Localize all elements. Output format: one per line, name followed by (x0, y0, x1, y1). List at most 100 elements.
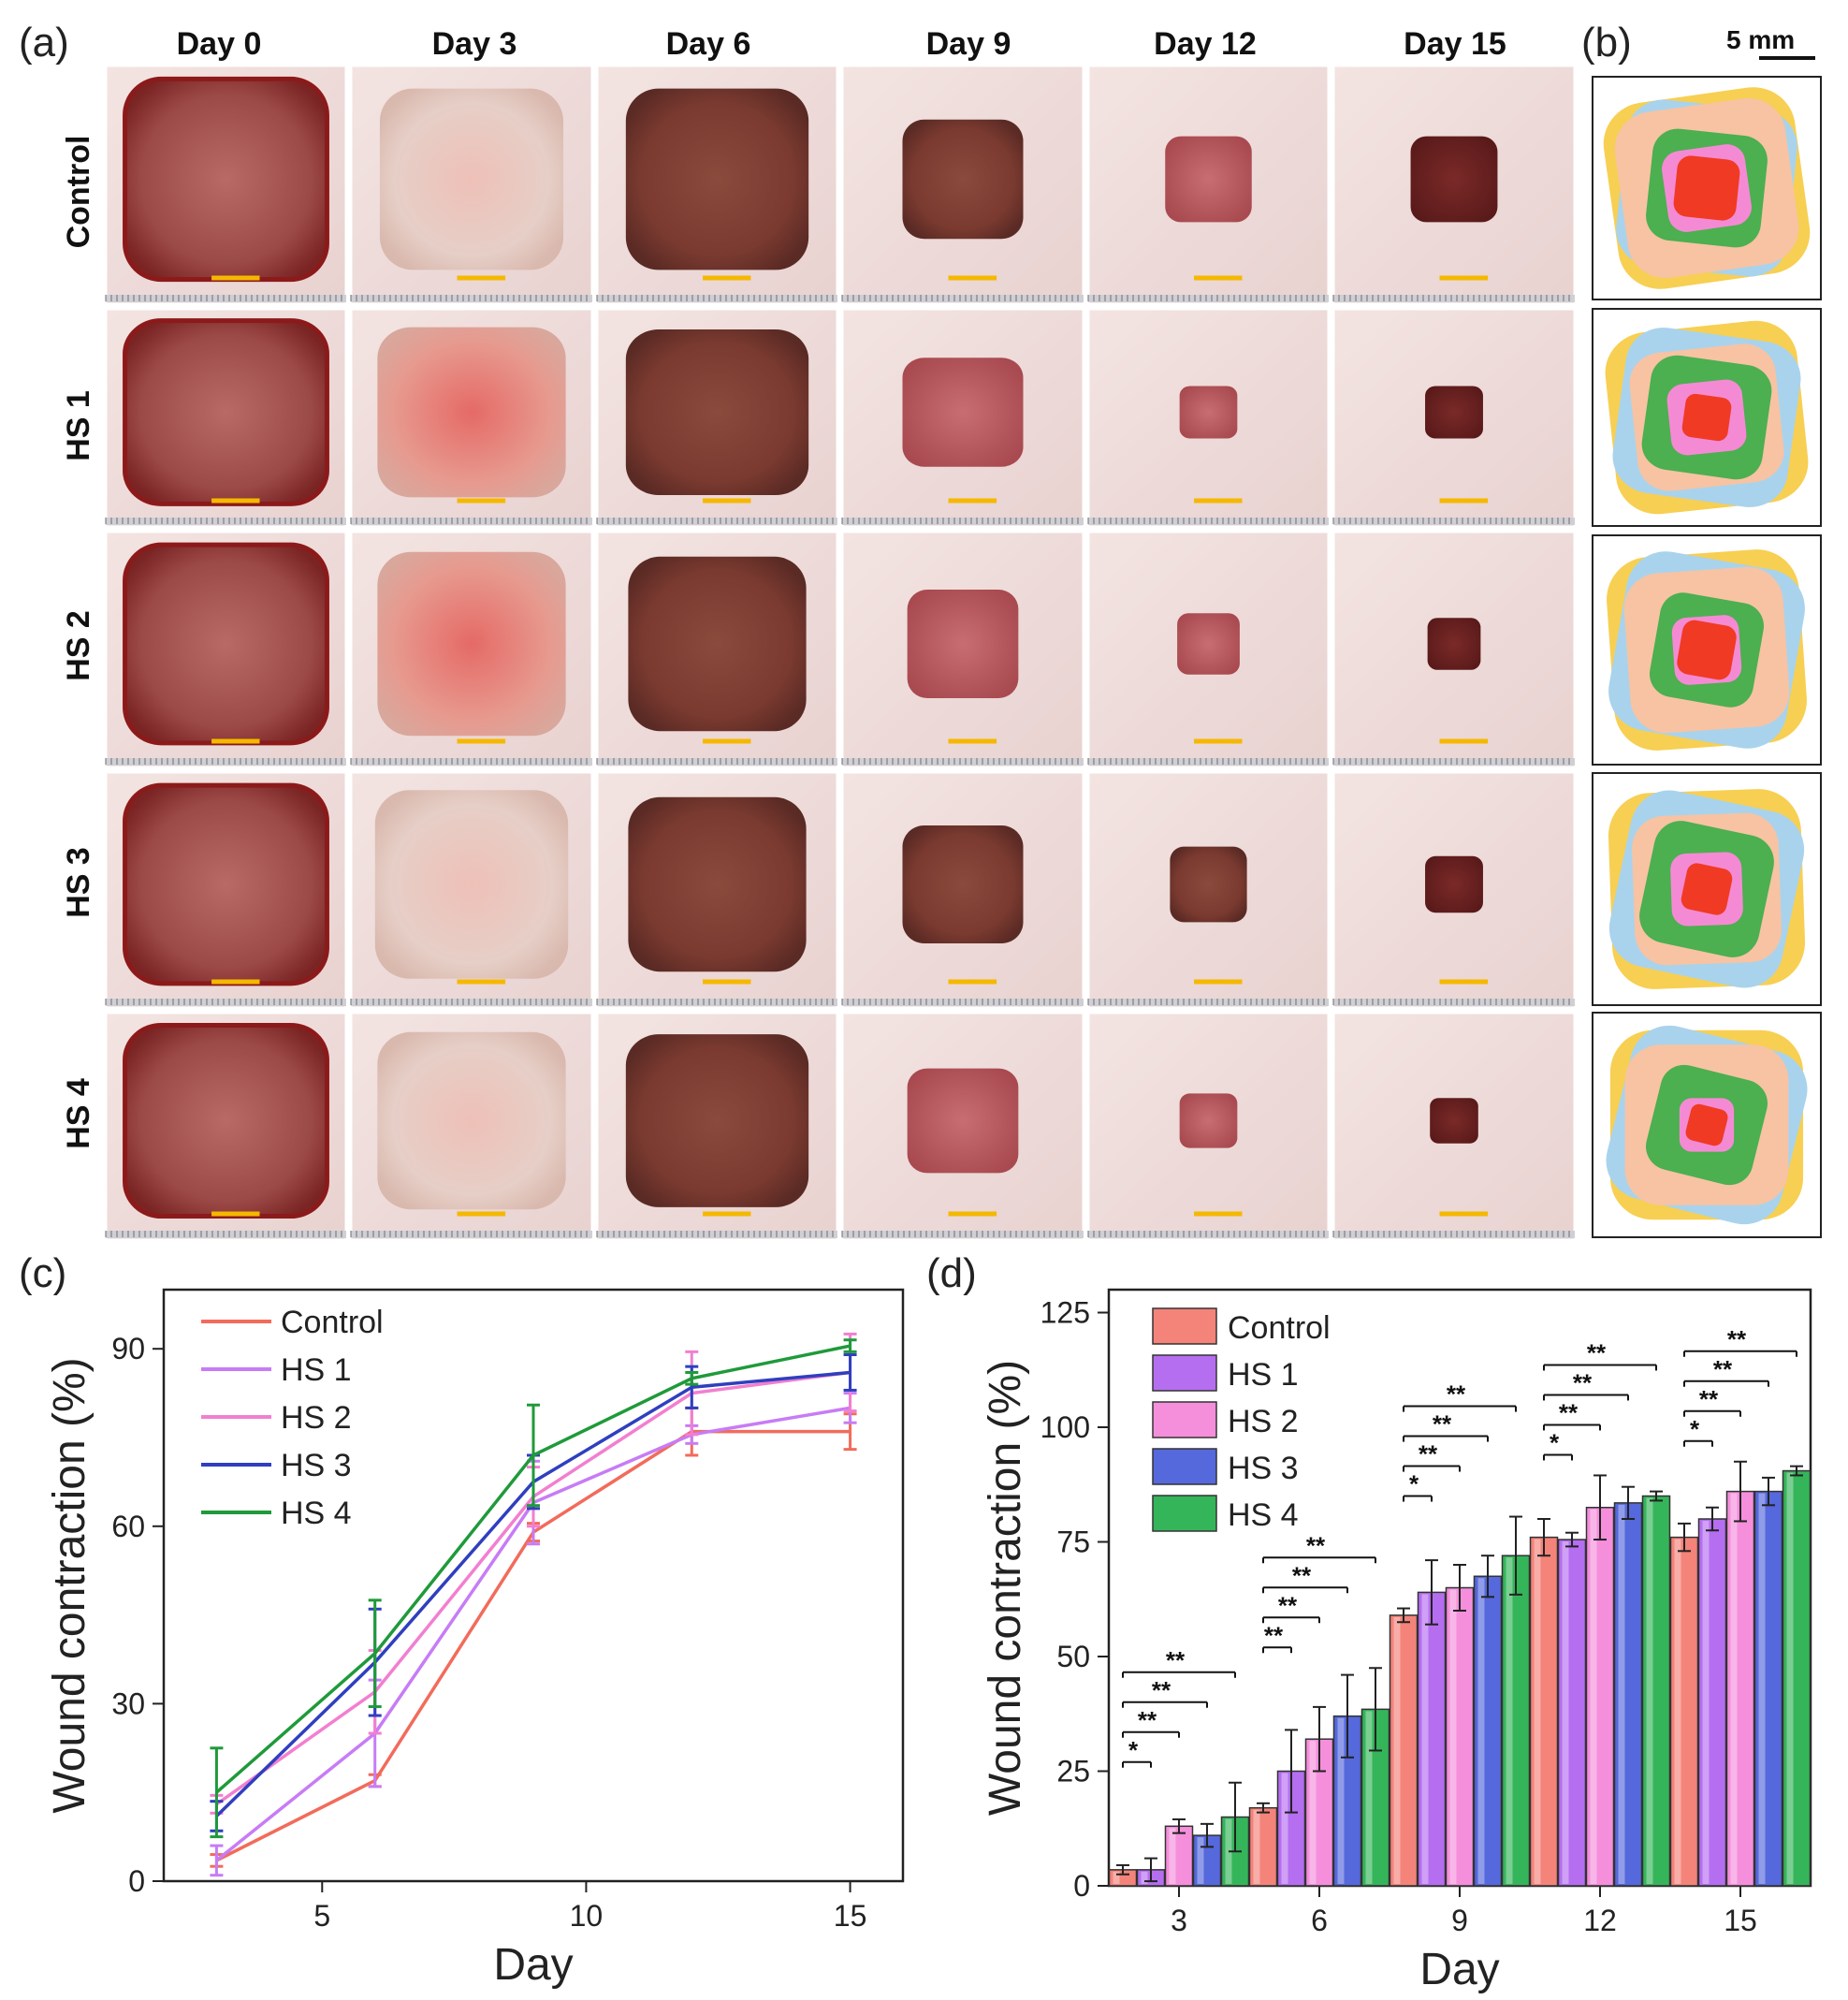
bar (1557, 1539, 1587, 1887)
bar-series-hs-1 (1136, 1506, 1727, 1887)
ruler-strip (351, 295, 592, 302)
significance-label: ** (1713, 1355, 1733, 1383)
ruler-strip (1333, 1231, 1575, 1238)
significance-label: ** (1727, 1325, 1747, 1353)
bar (1473, 1575, 1503, 1887)
ruler-strip (106, 999, 346, 1006)
ruler (1087, 1231, 1329, 1238)
significance-label: ** (1264, 1621, 1284, 1649)
bar-highlight (1562, 1541, 1569, 1884)
bar-series-hs-4 (1220, 1465, 1812, 1887)
wound-area (1427, 618, 1481, 670)
wound-photo-r1-c2 (595, 307, 839, 529)
ruler-strip (1088, 1231, 1329, 1238)
wound-photo-r2-c0 (104, 530, 348, 769)
ruler (1087, 518, 1329, 525)
wound-photo-r3-c4 (1086, 770, 1331, 1010)
bar-highlight (1590, 1509, 1597, 1884)
wound-photo-r1-c1 (349, 307, 594, 529)
y-tick-label: 25 (1056, 1755, 1090, 1788)
bar-highlight (1365, 1711, 1373, 1884)
wound-area (902, 358, 1024, 467)
ruler-strip (1088, 518, 1329, 525)
wound-area (123, 76, 329, 283)
error-bar (843, 1338, 857, 1353)
series-hs-4 (210, 1338, 857, 1839)
panel-label-c: (c) (19, 1250, 66, 1296)
significance-bracket: ** (1262, 1591, 1320, 1624)
row-header-control: Control (61, 136, 96, 249)
error-bar (1678, 1522, 1691, 1553)
wound-area (1165, 136, 1252, 223)
bar-highlight (1674, 1539, 1681, 1884)
error-bar (1369, 1667, 1382, 1752)
wound-area (628, 556, 807, 732)
wound-photo-r2-c4 (1086, 530, 1331, 769)
error-bar (843, 1353, 857, 1392)
bar-highlight (1141, 1871, 1148, 1884)
wound-area (377, 327, 566, 498)
significance-label: ** (1587, 1338, 1607, 1366)
ruler (1332, 1231, 1575, 1238)
ruler (1332, 295, 1575, 302)
significance-label: ** (1433, 1410, 1452, 1438)
wound-photo-r1-c3 (840, 307, 1085, 529)
ruler (596, 999, 837, 1006)
significance-label: ** (1138, 1706, 1157, 1734)
ruler (350, 1231, 592, 1238)
significance-group: ******* (1543, 1338, 1657, 1461)
ruler (1332, 999, 1575, 1006)
ruler-strip (597, 999, 837, 1006)
wound-area (123, 1022, 329, 1219)
wound-area (123, 318, 329, 506)
error-bar (1650, 1490, 1663, 1502)
bar (1501, 1555, 1531, 1887)
x-tick-label: 5 (313, 1899, 330, 1933)
significance-label: * (1128, 1736, 1139, 1764)
wound-photo-r4-c1 (349, 1011, 594, 1242)
legend-item: HS 4 (1152, 1495, 1299, 1533)
wound-area (625, 328, 809, 496)
x-tick-label: 15 (834, 1899, 867, 1933)
ruler (350, 295, 592, 302)
error-bar (1706, 1506, 1719, 1532)
ruler-strip (106, 1231, 346, 1238)
panel-label-a: (a) (19, 20, 69, 66)
ruler-strip (842, 1231, 1084, 1238)
wound-area (1177, 613, 1240, 675)
error-bar (1622, 1485, 1635, 1520)
wound-photo-r2-c1 (349, 530, 594, 769)
y-tick-label: 50 (1056, 1640, 1090, 1673)
bar (1276, 1770, 1306, 1887)
ruler (105, 999, 346, 1006)
significance-bracket: ** (1403, 1380, 1517, 1412)
legend-label: HS 4 (1228, 1497, 1299, 1533)
x-tick-label: 3 (1171, 1904, 1187, 1937)
wound-area (377, 1031, 566, 1210)
bar-highlight (1449, 1589, 1457, 1884)
error-bar (685, 1370, 699, 1386)
ruler (350, 999, 592, 1006)
ruler (350, 758, 592, 766)
wound-photo-r4-c5 (1331, 1011, 1577, 1242)
wound-area (123, 782, 329, 986)
ruler-strip (351, 518, 592, 525)
ruler-strip (1088, 758, 1329, 766)
x-axis-title: Day (493, 1940, 573, 1990)
column-header-day15: Day 15 (1404, 26, 1506, 62)
ruler (1087, 758, 1329, 766)
legend-swatch (1152, 1307, 1217, 1345)
wound-trace-1 (1592, 308, 1822, 527)
bar-highlight (1169, 1828, 1176, 1884)
error-bar (1509, 1515, 1522, 1596)
legend-label: HS 3 (281, 1448, 352, 1483)
significance-group: ******* (1403, 1380, 1517, 1502)
trace-day15 (1681, 393, 1732, 442)
ruler (841, 518, 1084, 525)
error-bar (210, 1844, 224, 1877)
wound-trace-panel (1592, 76, 1822, 1238)
significance-label: ** (1559, 1398, 1579, 1426)
significance-bracket: ** (1403, 1410, 1489, 1442)
wound-photo-grid (104, 64, 1577, 1242)
column-header-day9: Day 9 (926, 26, 1011, 62)
